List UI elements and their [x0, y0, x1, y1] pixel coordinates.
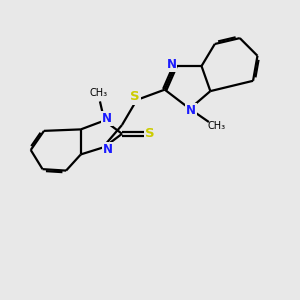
Text: N: N: [167, 58, 176, 71]
Text: N: N: [102, 112, 112, 125]
Text: CH₃: CH₃: [207, 122, 225, 131]
Text: CH₃: CH₃: [90, 88, 108, 98]
Text: N: N: [103, 143, 113, 156]
Text: S: S: [145, 127, 155, 140]
Text: S: S: [130, 91, 140, 103]
Text: N: N: [186, 104, 196, 117]
